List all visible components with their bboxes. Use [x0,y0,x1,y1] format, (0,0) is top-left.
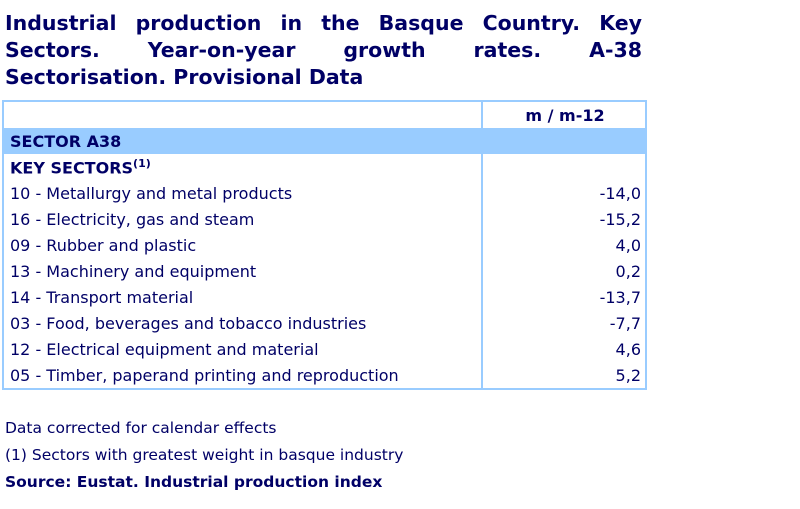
section-label: SECTOR A38 [2,128,647,154]
sector-label: 14 - Transport material [2,284,483,310]
group-label-cell: KEY SECTORS(1) [2,154,483,180]
table-row: 10 - Metallurgy and metal products -14,0 [2,180,647,206]
table-title: Industrial production in the Basque Coun… [5,11,642,89]
header-empty-cell [2,100,483,128]
table-row: 03 - Food, beverages and tobacco industr… [2,310,647,336]
table-row: 12 - Electrical equipment and material 4,… [2,336,647,362]
header-row: m / m-12 [2,100,647,128]
column-header: m / m-12 [481,100,647,128]
group-label: KEY SECTORS [10,158,134,178]
sector-value: -13,7 [481,284,647,310]
group-row: KEY SECTORS(1) [2,154,647,180]
notes: Data corrected for calendar effects (1) … [5,415,403,496]
sector-value: 5,2 [481,362,647,390]
sector-value: -7,7 [481,310,647,336]
group-value-cell [481,154,647,180]
table-row: 05 - Timber, paperand printing and repro… [2,362,647,390]
sector-label: 12 - Electrical equipment and material [2,336,483,362]
sector-value: 4,0 [481,232,647,258]
sector-value: -14,0 [481,180,647,206]
sector-label: 13 - Machinery and equipment [2,258,483,284]
sector-value: 0,2 [481,258,647,284]
section-row: SECTOR A38 [2,128,647,154]
footnote: (1) Sectors with greatest weight in basq… [5,446,404,464]
sector-value: 4,6 [481,336,647,362]
sector-label: 10 - Metallurgy and metal products [2,180,483,206]
calendar-note: Data corrected for calendar effects [5,419,277,437]
data-table: m / m-12 SECTOR A38 KEY SECTORS(1) 10 - … [2,100,647,390]
sector-label: 16 - Electricity, gas and steam [2,206,483,232]
table-row: 09 - Rubber and plastic 4,0 [2,232,647,258]
source-note: Source: Eustat. Industrial production in… [5,473,383,491]
table-row: 13 - Machinery and equipment 0,2 [2,258,647,284]
sector-value: -15,2 [481,206,647,232]
group-footnote-ref: (1) [133,156,151,170]
table-row: 16 - Electricity, gas and steam -15,2 [2,206,647,232]
sector-label: 03 - Food, beverages and tobacco industr… [2,310,483,336]
sector-label: 09 - Rubber and plastic [2,232,483,258]
table-row: 14 - Transport material -13,7 [2,284,647,310]
sector-label: 05 - Timber, paperand printing and repro… [2,362,483,390]
